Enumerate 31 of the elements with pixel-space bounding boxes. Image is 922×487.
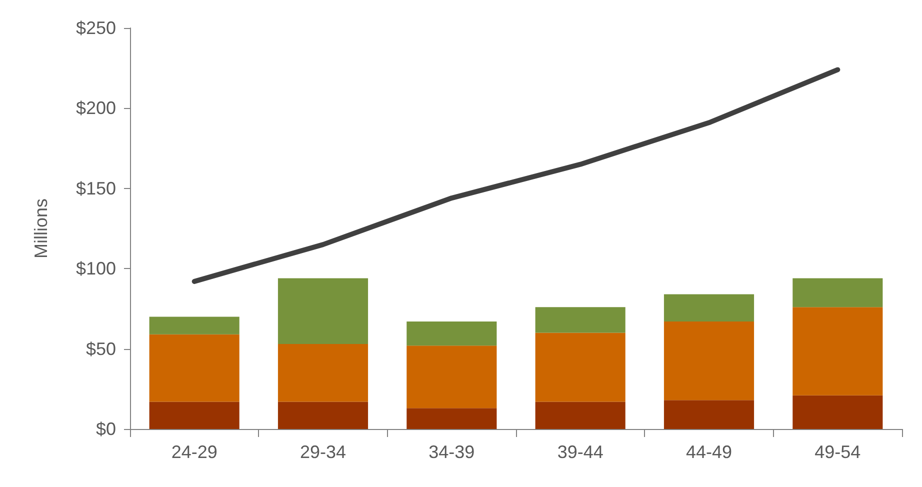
- bar: [792, 307, 883, 396]
- bar: [278, 344, 368, 402]
- bar: [664, 400, 754, 429]
- x-tick-label: 44-49: [686, 442, 732, 462]
- bar: [149, 316, 240, 334]
- bar: [664, 294, 754, 322]
- bar: [535, 332, 626, 402]
- bar: [406, 346, 497, 408]
- bar: [406, 408, 497, 429]
- y-tick-label: $250: [76, 18, 116, 38]
- y-axis-title: Millions: [31, 198, 51, 259]
- bar: [792, 278, 883, 308]
- bar: [149, 402, 240, 429]
- y-tick-label: $50: [86, 338, 116, 359]
- bar: [149, 334, 240, 402]
- bar: [664, 322, 754, 400]
- x-tick-label: 34-39: [428, 442, 475, 462]
- bar: [535, 402, 626, 429]
- x-tick-label: 29-34: [300, 442, 346, 462]
- bar: [792, 395, 883, 429]
- y-tick-label: $100: [76, 258, 116, 279]
- x-tick-label: 49-54: [814, 442, 861, 462]
- x-tick-label: 39-44: [557, 442, 604, 462]
- x-tick-label: 24-29: [171, 442, 218, 462]
- bar: [278, 402, 368, 429]
- y-tick-label: $200: [76, 98, 116, 118]
- bar: [406, 322, 497, 346]
- y-tick-label: $150: [76, 178, 116, 198]
- bar: [278, 278, 368, 344]
- bar: [535, 307, 626, 333]
- y-tick-label: $0: [96, 419, 116, 439]
